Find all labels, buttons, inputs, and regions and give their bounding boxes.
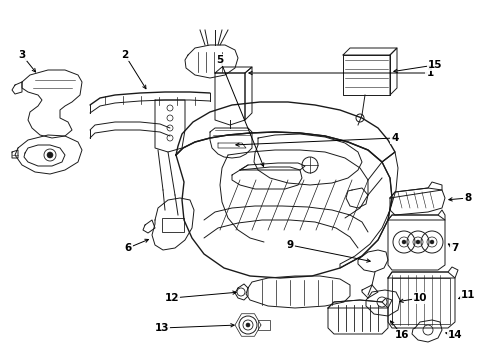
Bar	[258, 320, 270, 330]
Text: 3: 3	[19, 50, 25, 60]
Bar	[162, 218, 184, 232]
Text: 15: 15	[428, 60, 442, 70]
Text: 7: 7	[451, 243, 459, 253]
Text: 1: 1	[426, 68, 434, 78]
Text: 5: 5	[217, 55, 223, 65]
Circle shape	[402, 240, 406, 244]
Text: 13: 13	[155, 323, 169, 333]
Text: 9: 9	[287, 240, 294, 250]
Text: 11: 11	[461, 290, 475, 300]
Text: 4: 4	[392, 133, 399, 143]
Text: 12: 12	[165, 293, 179, 303]
Circle shape	[430, 240, 434, 244]
Text: 14: 14	[448, 330, 462, 340]
Circle shape	[416, 240, 420, 244]
Circle shape	[47, 152, 53, 158]
Circle shape	[246, 323, 250, 327]
Text: 10: 10	[413, 293, 427, 303]
Text: 16: 16	[395, 330, 409, 340]
Text: 2: 2	[122, 50, 129, 60]
Bar	[392, 278, 450, 324]
Text: 6: 6	[124, 243, 132, 253]
Text: 8: 8	[465, 193, 472, 203]
